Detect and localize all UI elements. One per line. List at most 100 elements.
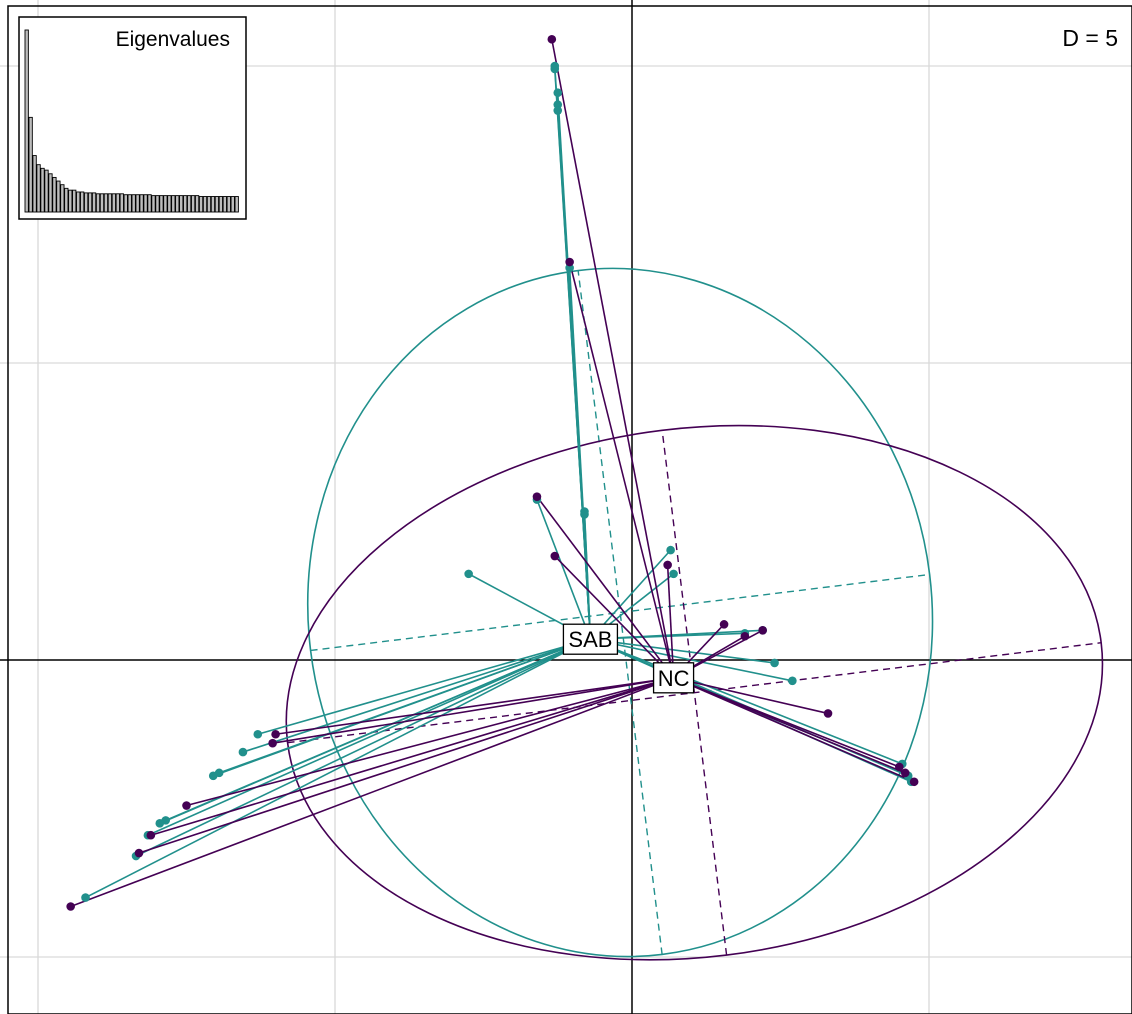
point-sab <box>565 263 574 273</box>
ellipse-major-axis-sab <box>310 573 930 652</box>
spoke-sab <box>159 638 591 825</box>
eigenvalue-bar <box>171 195 176 213</box>
eigenvalue-bar <box>123 194 128 213</box>
eigenvalue-bar <box>40 167 45 213</box>
point-nc <box>182 801 191 810</box>
centroid-box-sab <box>562 623 619 655</box>
eigenvalue-bar <box>226 196 231 213</box>
eigenvalue-bar <box>107 193 113 213</box>
eigenvalue-bar <box>187 195 192 213</box>
group-labels: SAB NC <box>562 623 695 694</box>
point-sab <box>553 100 563 109</box>
point-nc <box>823 709 833 718</box>
eigenvalue-bar <box>159 195 164 213</box>
spoke-sab <box>85 638 591 899</box>
point-sab <box>580 510 589 519</box>
spoke-nc <box>536 496 675 679</box>
eigenvalue-bar <box>83 192 89 213</box>
eigenvalue-bar <box>210 196 216 213</box>
spoke-nc <box>70 677 674 908</box>
group-ellipses <box>285 267 1104 961</box>
eigenvalue-bar <box>143 194 148 213</box>
eigenvalue-bar <box>202 196 208 213</box>
spoke-nc <box>150 677 674 836</box>
eigenvalue-bar <box>163 195 168 213</box>
eigenvalue-bar <box>151 195 156 213</box>
point-nc <box>909 777 919 787</box>
eigenvalue-bar <box>103 193 109 213</box>
point-nc <box>900 768 910 778</box>
point-sab <box>238 747 248 757</box>
point-nc <box>565 257 574 267</box>
eigenvalue-bar <box>179 195 184 213</box>
eigenvalue-bars <box>24 29 239 213</box>
point-sab <box>155 819 165 828</box>
point-nc <box>134 848 144 858</box>
point-nc <box>895 762 904 772</box>
centroid-box-nc <box>652 662 695 694</box>
eigenvalue-bar <box>139 194 144 213</box>
ellipse-minor-axis-sab <box>577 270 663 955</box>
point-sab <box>550 64 560 74</box>
spoke-sab <box>147 638 591 836</box>
point-sab <box>770 658 779 668</box>
eigenvalue-bar <box>60 184 65 213</box>
eigenvalue-bar <box>36 164 41 213</box>
centroid-label-nc: NC <box>658 666 690 691</box>
spoke-nc <box>673 677 915 783</box>
eigenvalue-bar <box>127 194 132 213</box>
eigenvalue-bar <box>230 196 235 213</box>
spoke-sab <box>212 638 591 777</box>
point-sab <box>208 771 218 781</box>
point-nc <box>271 729 280 739</box>
point-sab <box>253 729 263 739</box>
eigenvalue-bar <box>234 196 239 213</box>
eigenvalue-bar <box>222 196 227 213</box>
spoke-nc <box>272 677 674 744</box>
eigenvalue-bar <box>119 193 124 213</box>
eigenvalue-bar <box>214 196 220 213</box>
spoke-sab <box>590 638 903 765</box>
eigenvalue-bar <box>218 196 223 213</box>
eigenvalue-bar <box>99 193 105 213</box>
eigenvalue-bar <box>68 189 73 213</box>
eigenvalue-bar <box>44 169 49 213</box>
eigenvalue-bar <box>48 173 53 213</box>
point-nc <box>550 551 560 561</box>
eigenvalue-bar <box>131 194 136 213</box>
eigenvalue-bar <box>115 193 120 213</box>
eigenvalue-bar <box>206 196 212 213</box>
point-nc <box>146 830 156 840</box>
eigenvalue-bar <box>198 196 204 213</box>
point-sab <box>81 893 90 902</box>
eigenvalue-bar <box>91 192 97 213</box>
eigenvalue-bar <box>155 195 160 213</box>
eigenvalue-bar <box>64 187 69 213</box>
eigenvalue-bar <box>32 155 37 213</box>
eigenvalue-bar <box>190 195 196 213</box>
eigenvalue-bar <box>135 194 140 213</box>
spoke-sab <box>242 638 591 753</box>
eigenvalue-bar <box>147 194 152 213</box>
eigenvalue-bar <box>76 191 81 213</box>
plot-frame <box>7 5 1132 1014</box>
point-nc <box>740 631 750 641</box>
point-nc <box>758 626 767 635</box>
eigenvalue-bar <box>175 195 180 213</box>
eigenvalues-inset: Eigenvalues <box>18 16 247 220</box>
eigenvalue-bar <box>80 191 85 213</box>
point-nc <box>532 492 542 501</box>
point-sab <box>669 569 678 579</box>
spoke-sab <box>135 638 591 857</box>
inset-title: Eigenvalues <box>116 28 230 51</box>
point-nc <box>663 560 672 570</box>
spoke-nc <box>568 261 675 679</box>
eigenvalue-bar <box>167 195 172 213</box>
spoke-sab <box>257 638 591 736</box>
centroid-label-sab: SAB <box>568 627 612 652</box>
ellipse-minor-axis-nc <box>661 430 728 956</box>
point-sab <box>788 676 797 686</box>
point-nc <box>719 620 729 629</box>
point-nc <box>268 738 277 748</box>
